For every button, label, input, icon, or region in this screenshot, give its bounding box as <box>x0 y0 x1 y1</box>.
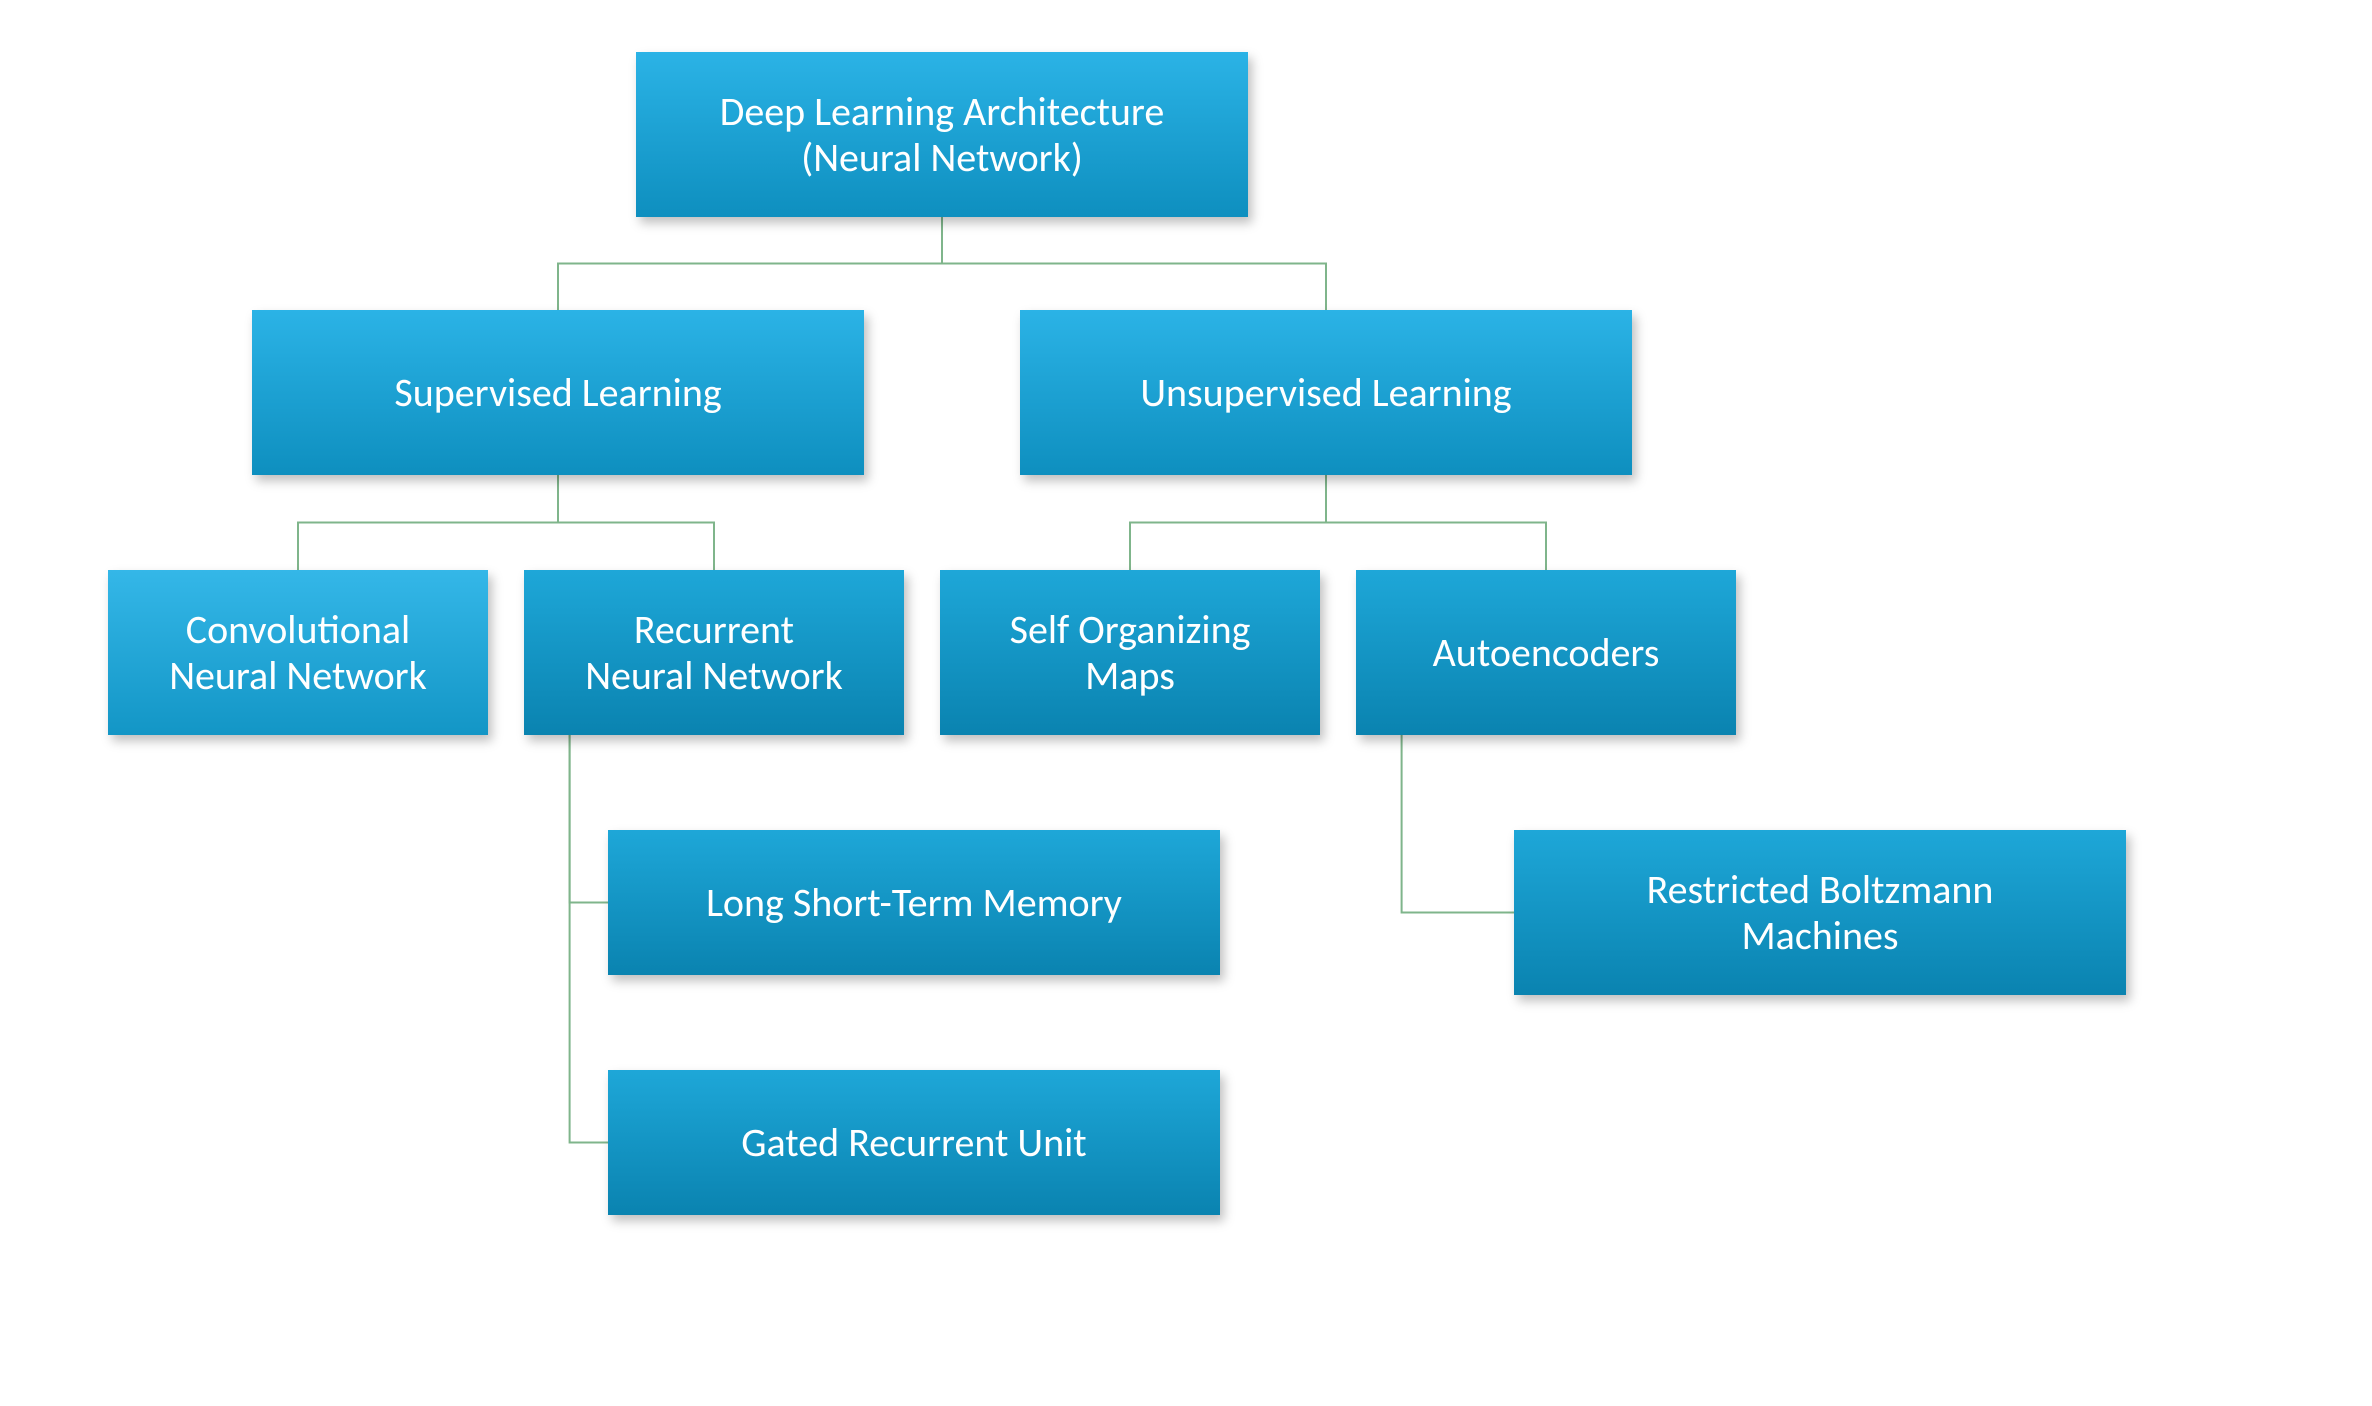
node-som: Self Organizing Maps <box>940 570 1320 735</box>
node-supervised: Supervised Learning <box>252 310 864 475</box>
node-ae: Autoencoders <box>1356 570 1736 735</box>
node-cnn: Convolutional Neural Network <box>108 570 488 735</box>
node-lstm: Long Short-Term Memory <box>608 830 1220 975</box>
node-rnn: Recurrent Neural Network <box>524 570 904 735</box>
node-gru: Gated Recurrent Unit <box>608 1070 1220 1215</box>
node-rbm: Restricted Boltzmann Machines <box>1514 830 2126 995</box>
node-unsupervised: Unsupervised Learning <box>1020 310 1632 475</box>
node-root: Deep Learning Architecture (Neural Netwo… <box>636 52 1248 217</box>
